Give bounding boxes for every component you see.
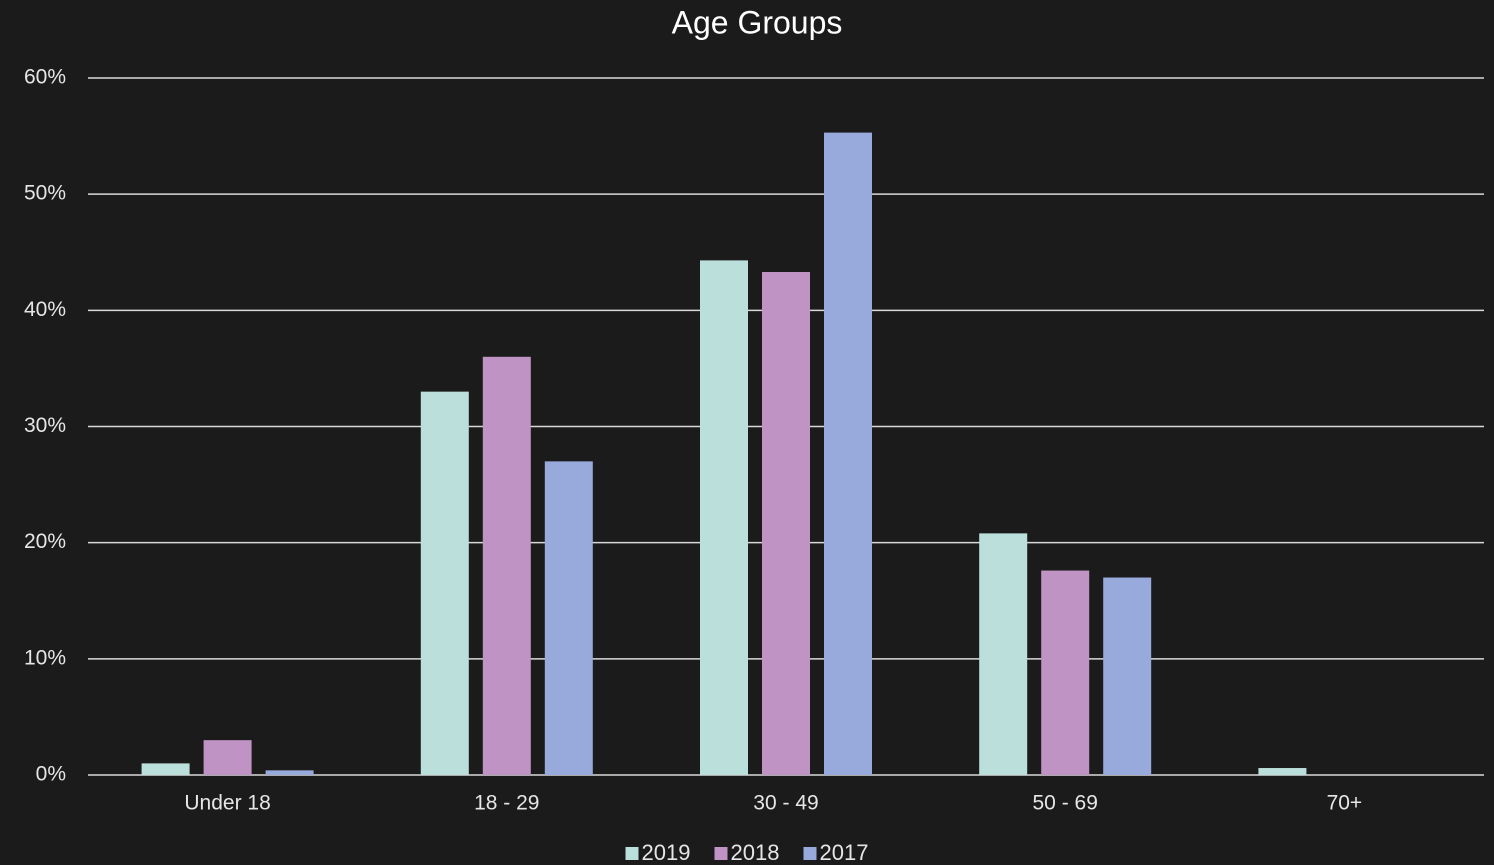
bar	[700, 260, 748, 775]
bar	[141, 763, 190, 775]
y-tick-label: 50%	[24, 182, 66, 205]
bar	[1258, 768, 1307, 775]
bar	[762, 271, 810, 775]
legend-label: 2019	[642, 840, 691, 865]
y-tick-label: 40%	[24, 298, 66, 321]
x-tick-label: 70+	[1327, 792, 1363, 815]
legend-swatch	[803, 847, 817, 860]
legend-label: 2017	[820, 840, 869, 865]
x-tick-label: Under 18	[184, 792, 270, 815]
y-tick-label: 60%	[24, 66, 66, 89]
y-tick-label: 0%	[36, 763, 66, 786]
bar	[1041, 570, 1090, 775]
y-tick-label: 10%	[24, 646, 66, 669]
x-tick-label: 50 - 69	[1033, 792, 1098, 815]
y-tick-label: 20%	[24, 530, 66, 553]
bar	[203, 740, 252, 775]
bar	[979, 533, 1028, 775]
y-tick-label: 30%	[24, 414, 66, 437]
legend-swatch	[625, 847, 639, 860]
x-tick-label: 18 - 29	[474, 792, 539, 815]
bar	[420, 391, 469, 775]
bar	[544, 461, 593, 775]
legend-label: 2018	[731, 840, 780, 865]
bar	[824, 132, 872, 775]
bar	[265, 770, 314, 775]
bar	[1103, 577, 1152, 775]
chart-title: Age Groups	[672, 4, 843, 40]
bar	[482, 356, 531, 775]
legend-swatch	[714, 847, 728, 860]
x-tick-label: 30 - 49	[753, 792, 818, 815]
